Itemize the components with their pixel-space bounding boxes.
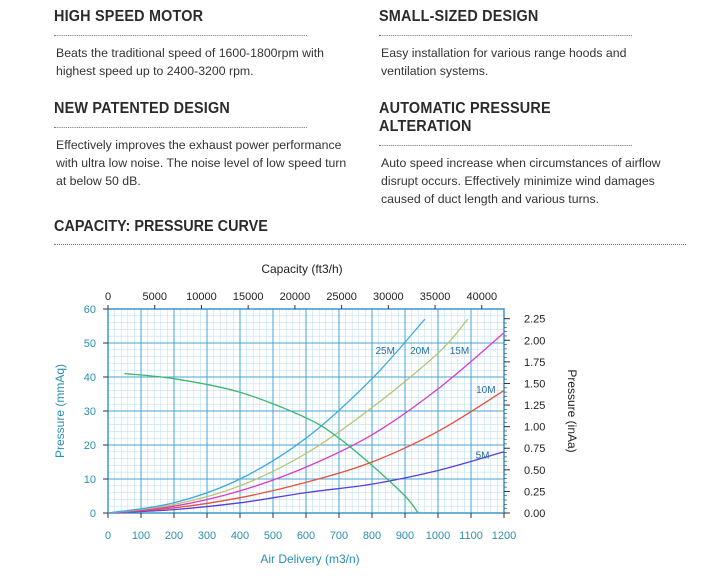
x-tick-label: 1000 — [426, 530, 450, 542]
y-tick-label: 60 — [84, 304, 96, 316]
feature-title: NEW PATENTED DESIGN — [54, 100, 307, 128]
feature-high-speed-motor: HIGH SPEED MOTOR Beats the traditional s… — [54, 8, 354, 80]
top-tick-label: 35000 — [420, 291, 451, 303]
y-tick-label: 40 — [84, 372, 96, 384]
feature-new-patented-design: NEW PATENTED DESIGN Effectively improves… — [54, 100, 354, 190]
y-tick-label: 30 — [84, 406, 96, 418]
series-label-20m: 20M — [410, 346, 429, 357]
x-tick-label: 0 — [105, 530, 111, 542]
feature-title: SMALL-SIZED DESIGN — [379, 8, 632, 36]
fan-performance-curve — [124, 372, 419, 514]
series-label-25m: 25M — [375, 346, 394, 357]
x-tick-label: 200 — [165, 530, 183, 542]
right-tick-label: 0.75 — [524, 443, 545, 455]
chart-heading-title: CAPACITY: PRESSURE CURVE — [54, 218, 268, 235]
y-tick-label: 0 — [90, 508, 96, 520]
right-tick-label: 1.50 — [524, 378, 545, 390]
right-tick-label: 1.75 — [524, 357, 545, 369]
feature-small-sized-design: SMALL-SIZED DESIGN Easy installation for… — [379, 8, 679, 80]
top-tick-label: 10000 — [186, 291, 217, 303]
x-tick-label: 300 — [198, 530, 216, 542]
x-tick-label: 1100 — [459, 530, 483, 542]
x-tick-label: 500 — [264, 530, 282, 542]
top-tick-label: 20000 — [280, 291, 311, 303]
series-line-25m — [107, 318, 426, 514]
right-tick-label: 1.00 — [524, 422, 545, 434]
feature-title: HIGH SPEED MOTOR — [54, 8, 307, 36]
top-tick-label: 30000 — [373, 291, 404, 303]
top-tick-label: 5000 — [142, 291, 166, 303]
x-tick-label: 900 — [396, 530, 414, 542]
x-tick-label: 800 — [363, 530, 381, 542]
y-tick-label: 20 — [84, 440, 96, 452]
series-label-15m: 15M — [450, 346, 469, 357]
y-tick-label: 50 — [84, 338, 96, 350]
series-line-5m — [107, 451, 505, 514]
right-tick-label: 0.50 — [524, 465, 545, 477]
feature-automatic-pressure-alteration: AUTOMATIC PRESSURE ALTERATION Auto speed… — [379, 100, 679, 208]
y-tick-label: 10 — [84, 474, 96, 486]
chart-heading: CAPACITY: PRESSURE CURVE — [54, 218, 686, 245]
feature-text: Easy installation for various range hood… — [381, 46, 627, 78]
right-axis-title: Pressure (inAa) — [565, 369, 579, 452]
x-tick-label: 400 — [231, 530, 249, 542]
feature-text: Effectively improves the exhaust power p… — [56, 138, 347, 188]
right-tick-label: 0.25 — [524, 486, 545, 498]
series-line-20m — [107, 318, 469, 514]
right-tick-label: 1.25 — [524, 400, 545, 412]
top-tick-label: 0 — [105, 291, 111, 303]
right-tick-label: 2.00 — [524, 335, 545, 347]
series-label-5m: 5M — [476, 451, 490, 462]
top-tick-label: 15000 — [233, 291, 264, 303]
y-axis-title: Pressure (mmAq) — [53, 364, 67, 458]
x-tick-label: 700 — [330, 530, 348, 542]
x-tick-label: 600 — [297, 530, 315, 542]
feature-title: AUTOMATIC PRESSURE ALTERATION — [379, 100, 632, 146]
x-tick-label: 1200 — [492, 530, 516, 542]
series-label-10m: 10M — [476, 385, 495, 396]
right-tick-label: 0.00 — [524, 508, 545, 520]
feature-text: Auto speed increase when circumstances o… — [381, 156, 661, 206]
x-axis-title: Air Delivery (m3/n) — [260, 552, 359, 566]
x-tick-label: 100 — [132, 530, 150, 542]
series-line-15m — [107, 332, 505, 514]
top-tick-label: 25000 — [326, 291, 357, 303]
top-tick-label: 40000 — [466, 291, 497, 303]
chart-heading-rule — [54, 244, 686, 245]
feature-text: Beats the traditional speed of 1600-1800… — [56, 46, 324, 78]
right-tick-label: 2.25 — [524, 314, 545, 326]
series-line-10m — [107, 390, 505, 514]
top-axis-title: Capacity (ft3/h) — [261, 262, 342, 276]
